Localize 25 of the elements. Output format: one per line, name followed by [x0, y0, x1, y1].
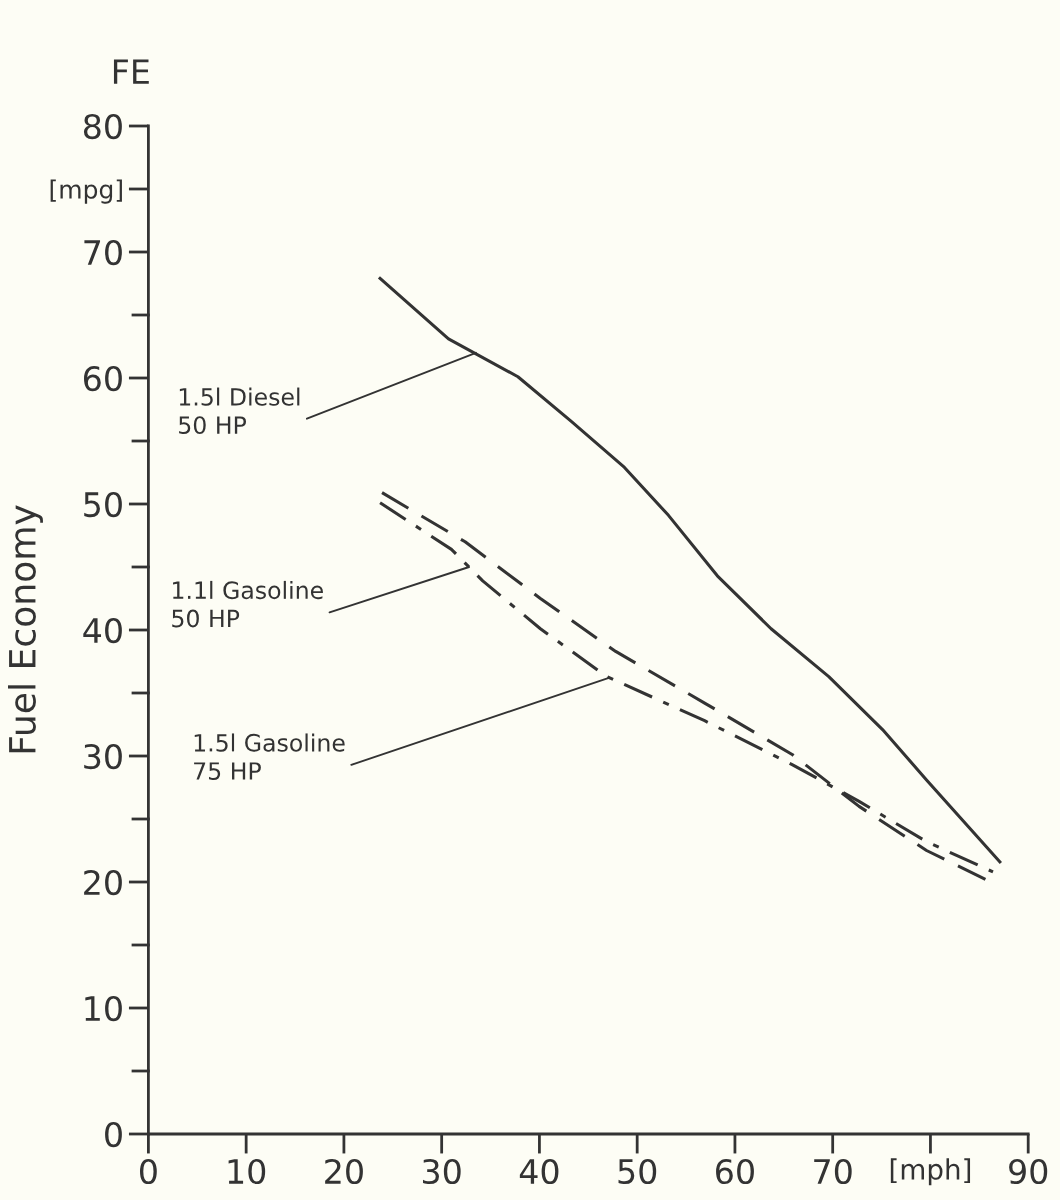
- annotation: 1.5l Diesel 50 HP: [179, 387, 300, 435]
- x-tick-label: 10: [228, 1158, 266, 1185]
- x-tick-label: 0: [139, 1158, 157, 1185]
- annotation: 1.5l Gasoline 75 HP: [194, 733, 345, 780]
- y-tick-label: 0: [105, 1121, 122, 1148]
- x-tick-label: 60: [716, 1158, 754, 1185]
- y-tick-label: 50: [84, 491, 122, 518]
- y-tick-label: 30: [84, 743, 122, 770]
- y-tick-label: 80: [83, 113, 122, 140]
- text: FE: [113, 59, 149, 84]
- y-tick-label: 70: [84, 239, 122, 266]
- y-tick-label: 60: [84, 365, 122, 392]
- y-tick-label: 20: [84, 869, 122, 896]
- y-tick-label: 10: [85, 995, 122, 1022]
- x-tick-label: 50: [618, 1158, 657, 1185]
- x-tick-label: 40: [519, 1158, 559, 1185]
- annotation: 1.1l Gasoline 50 HP: [172, 580, 323, 628]
- x-tick-label: 90: [1009, 1158, 1048, 1185]
- x-tick-label: 20: [325, 1158, 363, 1185]
- x-tick-label: 70: [814, 1158, 852, 1185]
- x-tick-label: [mph]: [890, 1158, 971, 1186]
- y-tick-label: 40: [83, 617, 122, 644]
- x-tick-label: 30: [423, 1158, 461, 1185]
- y-axis-title: Fuel Economy: [7, 505, 43, 753]
- y-tick-label: [mpg]: [50, 179, 122, 204]
